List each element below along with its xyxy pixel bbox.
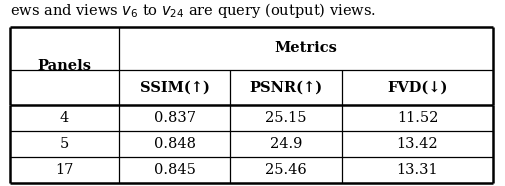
Text: 4: 4 [60, 111, 69, 125]
Text: 5: 5 [60, 137, 69, 151]
Text: 13.31: 13.31 [396, 163, 437, 177]
Text: Metrics: Metrics [274, 41, 337, 55]
Text: 25.15: 25.15 [265, 111, 306, 125]
Text: SSIM(↑): SSIM(↑) [139, 80, 209, 94]
Text: FVD(↓): FVD(↓) [386, 80, 447, 94]
Text: 11.52: 11.52 [396, 111, 437, 125]
Text: 25.46: 25.46 [265, 163, 306, 177]
Text: Panels: Panels [37, 59, 91, 73]
Text: ews and views $v_6$ to $v_{24}$ are query (output) views.: ews and views $v_6$ to $v_{24}$ are quer… [10, 1, 376, 20]
Text: 0.845: 0.845 [154, 163, 195, 177]
Text: 17: 17 [55, 163, 74, 177]
Text: 13.42: 13.42 [396, 137, 437, 151]
Text: 24.9: 24.9 [269, 137, 301, 151]
Text: 0.848: 0.848 [153, 137, 195, 151]
Text: PSNR(↑): PSNR(↑) [249, 80, 322, 94]
Text: 0.837: 0.837 [153, 111, 195, 125]
